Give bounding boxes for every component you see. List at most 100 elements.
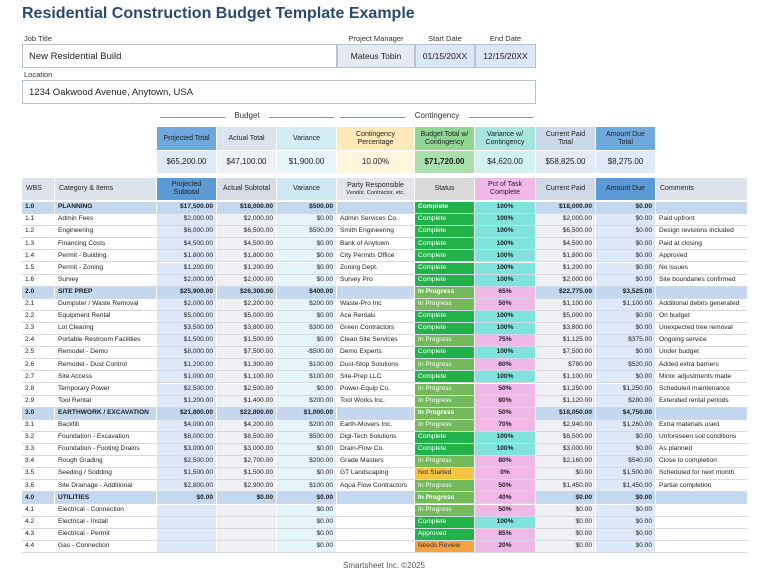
table-cell <box>157 516 217 529</box>
table-cell: 20% <box>475 540 536 553</box>
table-cell: PLANNING <box>55 202 157 215</box>
table-cell: 2.0 <box>22 286 55 299</box>
summary-label: Actual Total <box>217 127 277 151</box>
table-cell: Green Contractors <box>337 323 415 336</box>
table-cell: $3,525.00 <box>596 286 656 299</box>
column-header: Category & Items <box>55 178 157 201</box>
table-cell: Paid at closing <box>656 238 748 251</box>
table-cell: 50% <box>475 383 536 396</box>
table-cell: $5,000.00 <box>536 310 596 323</box>
table-cell: 4.0 <box>22 492 55 505</box>
summary-label: Variance <box>277 127 337 151</box>
table-cell: Not Started <box>415 468 475 481</box>
table-cell: 100% <box>475 310 536 323</box>
table-cell: 3.4 <box>22 456 55 469</box>
table-cell: $520.00 <box>596 359 656 372</box>
table-cell: $1,100.00 <box>596 298 656 311</box>
table-cell: Portable Restroom Facilities <box>55 335 157 348</box>
summary-value: $71,720.00 <box>415 151 475 174</box>
table-cell: $0.00 <box>596 250 656 263</box>
table-cell: $1,200.00 <box>536 262 596 275</box>
table-cell: Zoning Dept. <box>337 262 415 275</box>
table-cell: 100% <box>475 226 536 239</box>
table-cell: Seeding / Sodding <box>55 468 157 481</box>
column-header: Status <box>415 178 475 201</box>
table-cell: $0.00 <box>277 504 337 517</box>
table-cell: Complete <box>415 431 475 444</box>
table-cell: $2,000.00 <box>217 214 277 227</box>
table-cell: 100% <box>475 431 536 444</box>
table-cell: Ace Rentals <box>337 310 415 323</box>
table-cell: 2.6 <box>22 359 55 372</box>
table-cell: EARTHWORK / EXCAVATION <box>55 407 157 420</box>
table-cell: $200.00 <box>277 456 337 469</box>
table-cell: $1,500.00 <box>157 335 217 348</box>
table-cell: $22,775.00 <box>536 286 596 299</box>
table-cell: Complete <box>415 226 475 239</box>
table-cell: $1,260.00 <box>596 419 656 432</box>
table-cell: $0.00 <box>536 540 596 553</box>
table-cell: 2.4 <box>22 335 55 348</box>
start-field: 01/15/20XX <box>415 44 475 68</box>
table-cell: 1.3 <box>22 238 55 251</box>
table-cell: Admin Fees <box>55 214 157 227</box>
table-cell: Complete <box>415 250 475 263</box>
table-cell: 1.2 <box>22 226 55 239</box>
table-cell: $0.00 <box>536 504 596 517</box>
table-cell: $2,900.00 <box>217 480 277 493</box>
table-cell: 50% <box>475 504 536 517</box>
table-cell: $2,000.00 <box>217 274 277 287</box>
table-cell: $3,500.00 <box>157 323 217 336</box>
table-cell: $2,000.00 <box>157 274 217 287</box>
table-cell: 100% <box>475 323 536 336</box>
table-cell: 3.1 <box>22 419 55 432</box>
table-cell: $1,800.00 <box>536 250 596 263</box>
table-cell: $18,050.00 <box>536 407 596 420</box>
table-cell: Extra materials used <box>656 419 748 432</box>
table-cell: In Progress <box>415 480 475 493</box>
table-cell: $0.00 <box>536 492 596 505</box>
table-cell: 4.4 <box>22 540 55 553</box>
table-cell <box>656 492 748 505</box>
table-cell: 40% <box>475 492 536 505</box>
title: Residential Construction Budget Template… <box>22 5 415 22</box>
table-cell: $1,450.00 <box>536 480 596 493</box>
table-cell: 100% <box>475 250 536 263</box>
table-cell: Unexpected tree removal <box>656 323 748 336</box>
table-cell: $1,125.00 <box>536 335 596 348</box>
table-cell: $0.00 <box>277 540 337 553</box>
table-cell: Electrical - Connection <box>55 504 157 517</box>
table-cell: $0.00 <box>596 347 656 360</box>
column-header-note: Vendor, Contractor, etc. <box>346 189 405 196</box>
summary-value: $8,275.00 <box>596 151 656 174</box>
table-cell: $4,500.00 <box>217 238 277 251</box>
table-cell: $0.00 <box>596 528 656 541</box>
table-cell: Site Drainage - Additional <box>55 480 157 493</box>
column-header: WBS <box>22 178 55 201</box>
table-cell: $1,500.00 <box>217 468 277 481</box>
table-cell: $0.00 <box>596 540 656 553</box>
table-cell <box>337 540 415 553</box>
table-cell: $500.00 <box>277 431 337 444</box>
table-cell: $7,500.00 <box>217 347 277 360</box>
table-cell: $3,000.00 <box>217 444 277 457</box>
column-header: Party Responsible Vendor, Contractor, etc… <box>337 178 415 201</box>
table-cell: Rough Grading <box>55 456 157 469</box>
table-cell: Scheduled for next month <box>656 468 748 481</box>
table-cell: Remodel - Dust Control <box>55 359 157 372</box>
table-cell: 3.3 <box>22 444 55 457</box>
table-cell <box>656 407 748 420</box>
column-header-text: Projected Subtotal <box>171 181 202 196</box>
column-header-text: Category & Items <box>59 185 114 193</box>
table-cell <box>157 504 217 517</box>
table-cell: On budget <box>656 310 748 323</box>
table-cell: $4,500.00 <box>157 238 217 251</box>
table-cell: $5,000.00 <box>217 310 277 323</box>
table-cell: $780.00 <box>536 359 596 372</box>
table-cell: $0.00 <box>596 262 656 275</box>
table-cell: Remodel - Demo <box>55 347 157 360</box>
table-cell: $100.00 <box>277 371 337 384</box>
table-cell: In Progress <box>415 504 475 517</box>
table-cell: $0.00 <box>536 528 596 541</box>
table-cell: $0.00 <box>277 516 337 529</box>
